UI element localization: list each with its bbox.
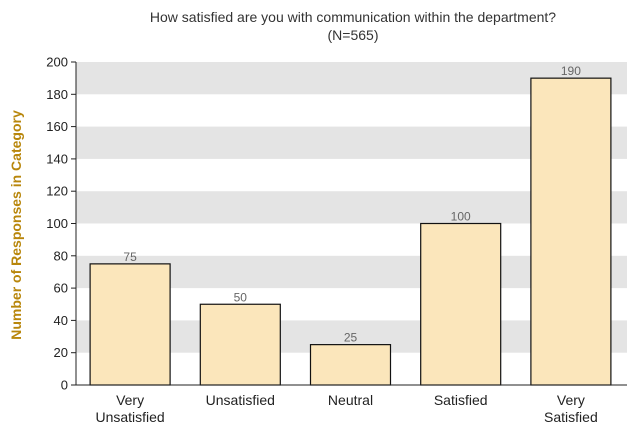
x-category-label: Unsatisfied xyxy=(206,392,275,408)
bar xyxy=(420,222,502,386)
bar-data-label: 100 xyxy=(451,210,471,224)
x-category-label: Very Satisfied xyxy=(544,392,598,425)
bars: 75 50 25 100 190 xyxy=(89,64,612,386)
bar xyxy=(199,303,281,386)
y-tick-label: 120 xyxy=(46,184,68,199)
y-tick-label: 80 xyxy=(54,248,68,263)
y-tick-label: 40 xyxy=(54,313,68,328)
x-category-label: Very Unsatisfied xyxy=(95,392,164,425)
chart-title: How satisfied are you with communication… xyxy=(150,9,556,25)
y-tick-label: 140 xyxy=(46,151,68,166)
y-axis-title: Number of Responses in Category xyxy=(8,110,24,340)
bar xyxy=(309,344,392,386)
y-tick-label: 100 xyxy=(46,216,68,231)
bar-data-label: 75 xyxy=(123,250,137,264)
y-tick-label: 160 xyxy=(46,119,68,134)
bar-data-label: 25 xyxy=(344,331,358,345)
x-category-label: Neutral xyxy=(328,392,373,408)
bar-data-label: 190 xyxy=(561,64,581,78)
y-tick-label: 200 xyxy=(46,55,68,70)
y-tick-label: 180 xyxy=(46,87,68,102)
bar-data-label: 50 xyxy=(234,290,248,304)
x-category-label: Satisfied xyxy=(434,392,488,408)
bar xyxy=(530,77,612,386)
y-tick-label: 60 xyxy=(54,281,68,296)
y-tick-label: 20 xyxy=(54,345,68,360)
axes: 0 20 40 60 80 100 120 140 160 180 200 Very Unsatisfi… xyxy=(46,55,627,425)
y-tick-label: 0 xyxy=(61,378,68,393)
chart-subtitle: (N=565) xyxy=(328,27,379,43)
bar xyxy=(89,263,171,386)
